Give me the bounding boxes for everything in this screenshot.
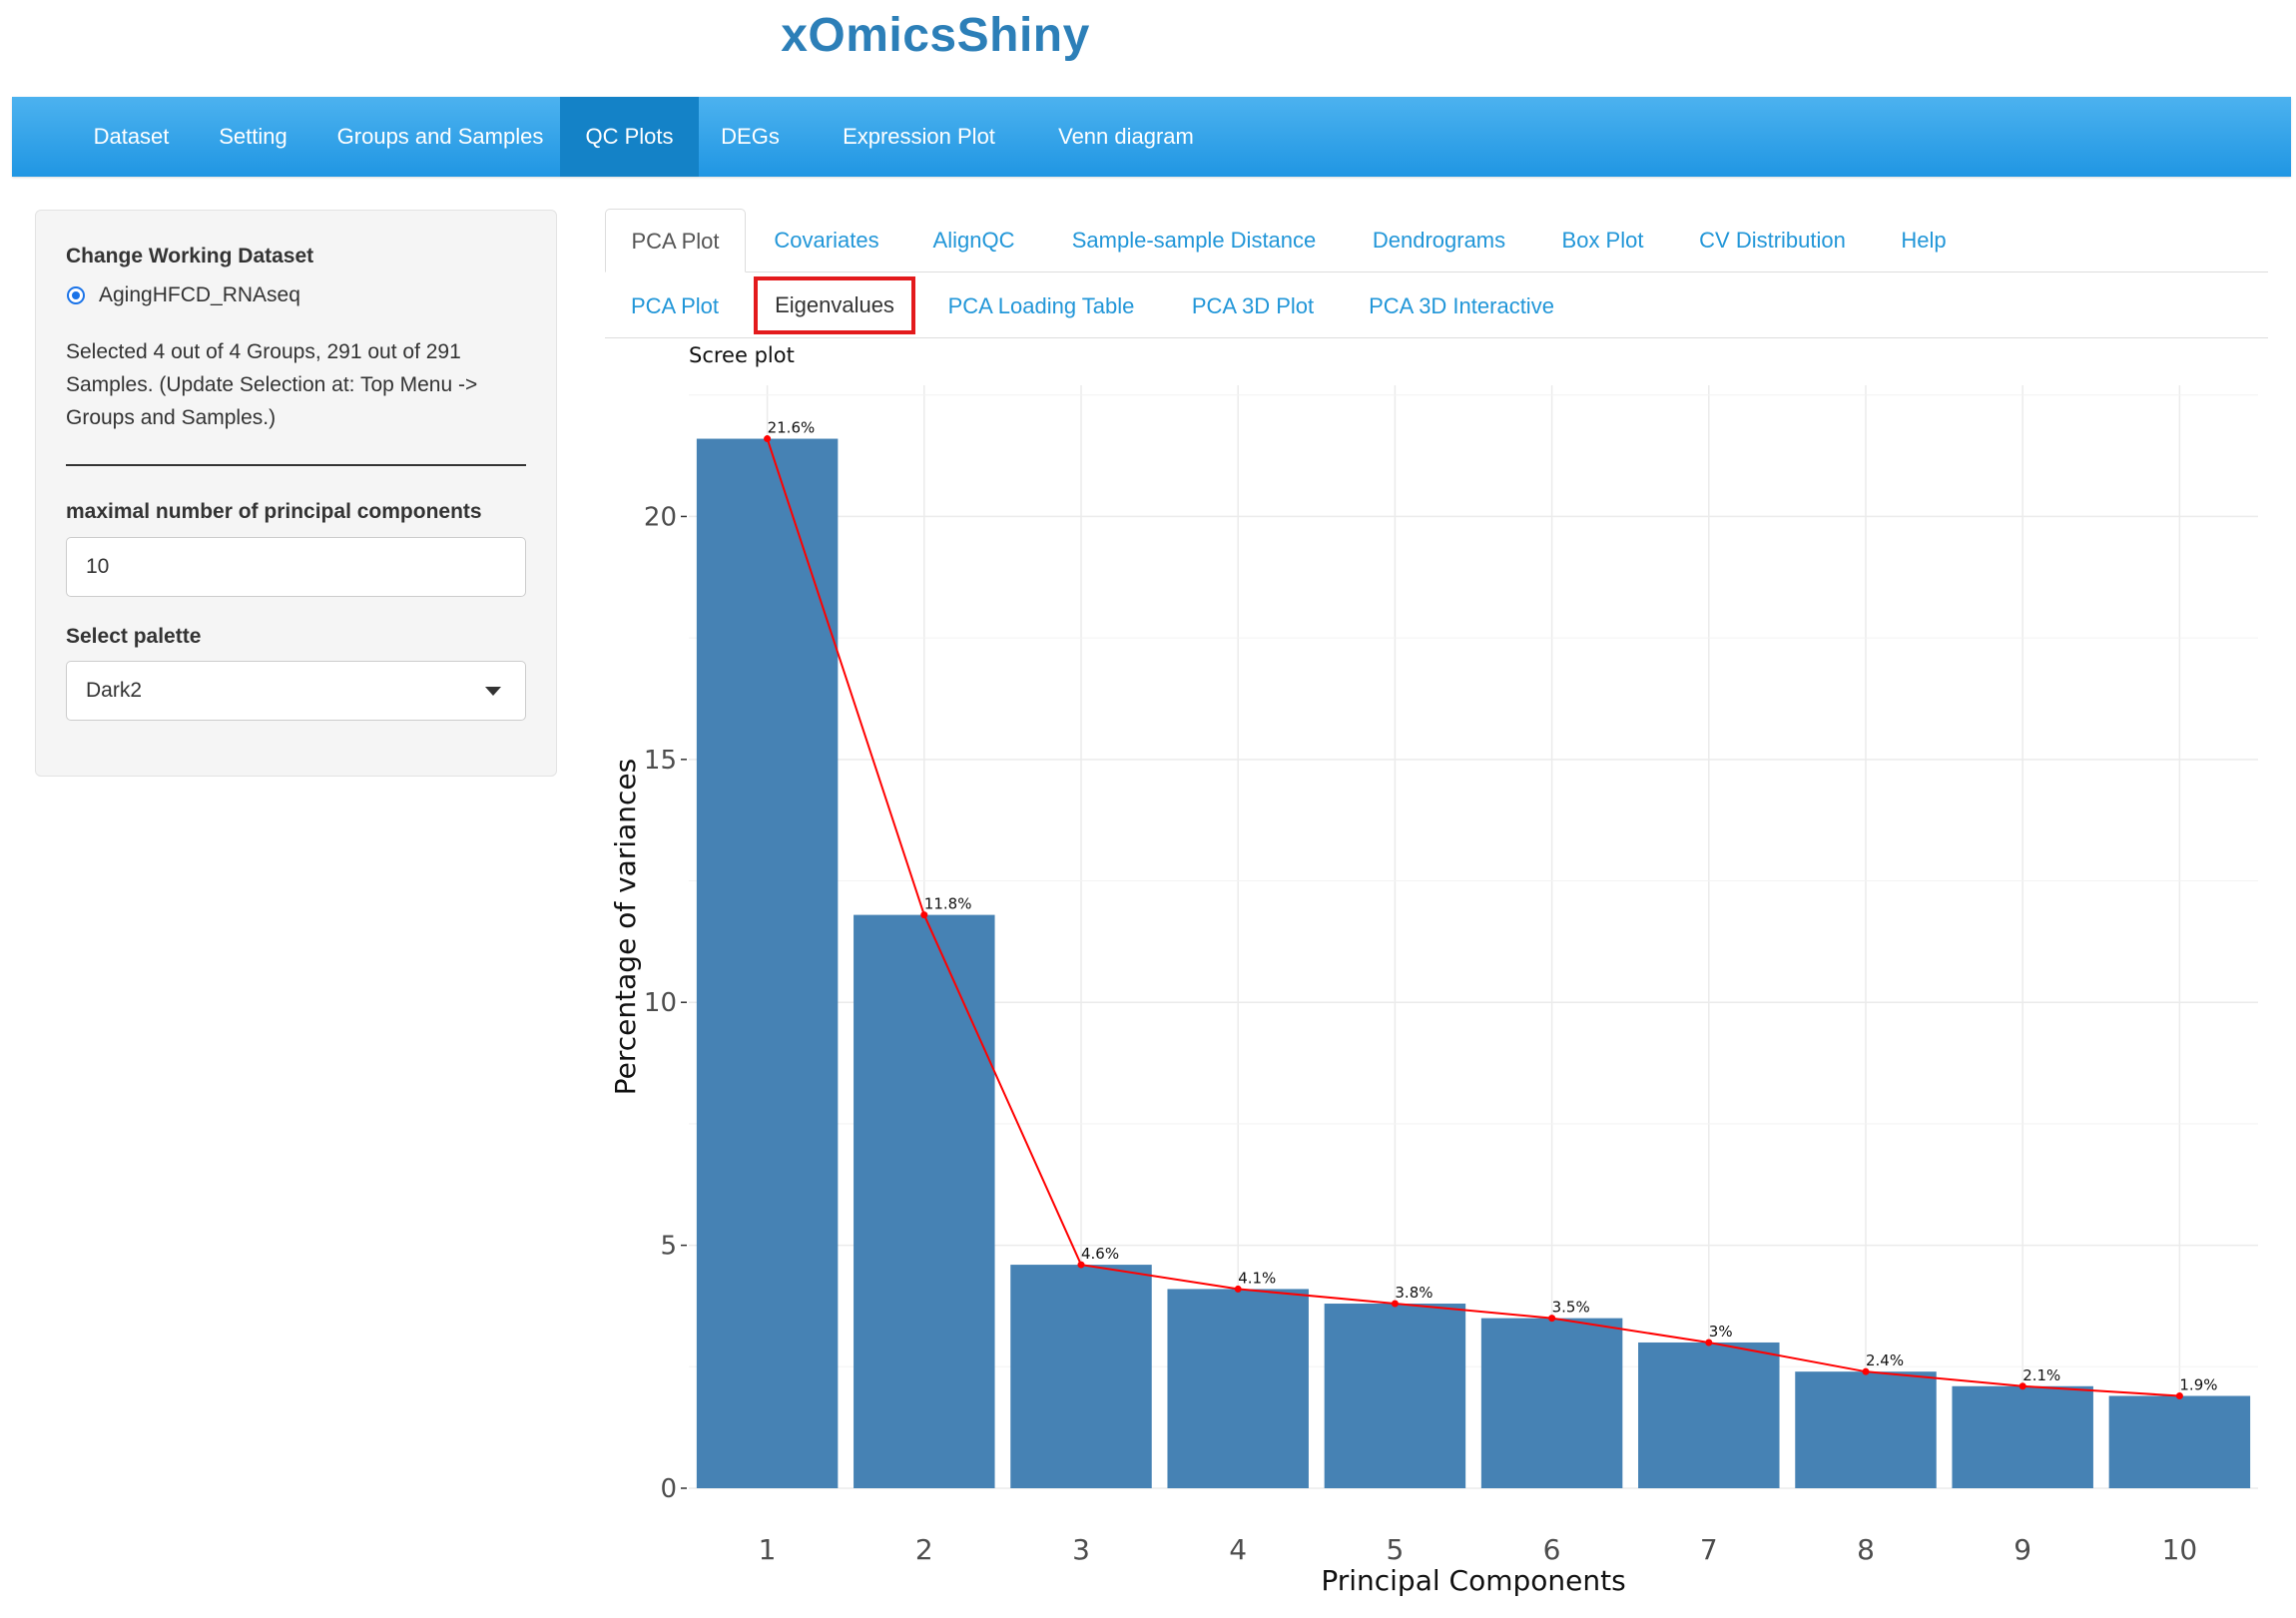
- dataset-radio[interactable]: [67, 286, 85, 304]
- tab-pca-plot[interactable]: PCA Plot: [605, 209, 746, 272]
- data-label-4: 4.1%: [1238, 1269, 1276, 1287]
- point-10: [2175, 1392, 2183, 1400]
- bar-2: [854, 914, 995, 1488]
- sidebar-divider: [66, 464, 526, 466]
- data-label-8: 2.4%: [1866, 1351, 1904, 1369]
- subtab-eigenvalues[interactable]: Eigenvalues: [754, 276, 915, 334]
- point-9: [2018, 1382, 2026, 1390]
- selection-summary-line1: Selected 4 out of 4 Groups, 291 out of 2…: [66, 340, 461, 363]
- chart-title: Scree plot: [689, 343, 795, 367]
- y-tick-label: 20: [644, 502, 677, 532]
- bar-1: [696, 438, 839, 1488]
- x-tick-label: 3: [1072, 1533, 1090, 1566]
- subtab-pca-plot[interactable]: PCA Plot: [630, 293, 720, 318]
- y-axis-title: Percentage of variances: [609, 759, 642, 1095]
- point-7: [1705, 1339, 1713, 1347]
- data-label-1: 21.6%: [768, 419, 816, 437]
- sub-tabs-divider: [605, 337, 2268, 338]
- x-tick-label: 2: [915, 1533, 933, 1566]
- bar-5: [1324, 1304, 1466, 1488]
- bar-4: [1167, 1289, 1309, 1488]
- x-tick-label: 9: [2013, 1533, 2031, 1566]
- app-title: xOmicsShiny: [781, 9, 1090, 62]
- nav-qc-plots[interactable]: QC Plots: [560, 97, 699, 177]
- x-axis-title: Principal Components: [1321, 1564, 1625, 1597]
- sidebar-panel: Change Working Dataset AgingHFCD_RNAseq …: [35, 210, 557, 777]
- tab-help[interactable]: Help: [1901, 228, 1947, 253]
- palette-selected-value: Dark2: [86, 679, 143, 702]
- subtab-pca-3d-interactive[interactable]: PCA 3D Interactive: [1369, 293, 1554, 318]
- subtab-pca-loading-table[interactable]: PCA Loading Table: [947, 293, 1135, 318]
- tab-alignqc[interactable]: AlignQC: [932, 228, 1015, 253]
- scree-plot-chart: 21.6% 11.8% 4.6% 4.1% 3.8% 3.5% 3% 2.4% 2.1% 1.9%…: [605, 339, 2268, 1613]
- x-tick-label: 7: [1700, 1533, 1718, 1566]
- data-label-9: 2.1%: [2022, 1366, 2060, 1384]
- data-label-10: 1.9%: [2179, 1376, 2217, 1394]
- point-3: [1077, 1261, 1085, 1269]
- point-1: [764, 435, 772, 443]
- scree-plot-svg: 21.6% 11.8% 4.6% 4.1% 3.8% 3.5% 3% 2.4% 2.1% 1.9%…: [609, 343, 2258, 1597]
- dataset-heading: Change Working Dataset: [66, 245, 314, 268]
- data-label-2: 11.8%: [924, 895, 972, 913]
- point-8: [1862, 1367, 1870, 1375]
- bar-3: [1010, 1265, 1152, 1488]
- max-pc-input[interactable]: 10: [66, 537, 526, 597]
- y-tick-label: 10: [644, 988, 677, 1018]
- data-label-3: 4.6%: [1081, 1245, 1119, 1263]
- main-tabs-divider: [605, 271, 2268, 272]
- dataset-option-label[interactable]: AgingHFCD_RNAseq: [99, 283, 300, 306]
- nav-setting[interactable]: Setting: [219, 124, 287, 149]
- data-label-7: 3%: [1709, 1323, 1733, 1341]
- tab-sample-sample-distance[interactable]: Sample-sample Distance: [1071, 228, 1317, 253]
- nav-dataset[interactable]: Dataset: [93, 124, 170, 149]
- y-tick-label: 5: [660, 1232, 677, 1262]
- x-tick-label: 1: [759, 1533, 777, 1566]
- selection-summary-line2: Samples. (Update Selection at: Top Menu …: [66, 373, 478, 396]
- bar-6: [1480, 1318, 1623, 1488]
- x-tick-label: 5: [1386, 1533, 1404, 1566]
- nav-expression-plot[interactable]: Expression Plot: [843, 124, 995, 149]
- bar-7: [1638, 1342, 1780, 1488]
- point-4: [1234, 1285, 1242, 1293]
- tab-box-plot[interactable]: Box Plot: [1561, 228, 1644, 253]
- point-2: [920, 911, 928, 919]
- top-navbar: Dataset Setting Groups and Samples QC Pl…: [12, 97, 2291, 177]
- x-tick-label: 8: [1857, 1533, 1875, 1566]
- subtab-pca-3d-plot[interactable]: PCA 3D Plot: [1191, 293, 1315, 318]
- y-tick-label: 15: [644, 746, 677, 776]
- bar-8: [1795, 1371, 1937, 1488]
- tab-cv-distribution[interactable]: CV Distribution: [1699, 228, 1846, 253]
- palette-select[interactable]: Dark2: [66, 661, 526, 721]
- selection-summary-line3: Groups and Samples.): [66, 406, 277, 429]
- x-tick-label: 6: [1543, 1533, 1561, 1566]
- point-6: [1548, 1315, 1556, 1323]
- max-pc-label: maximal number of principal components: [66, 500, 482, 523]
- nav-groups-and-samples[interactable]: Groups and Samples: [336, 124, 544, 149]
- x-tick-label: 10: [2162, 1533, 2198, 1566]
- data-label-5: 3.8%: [1395, 1284, 1433, 1302]
- chevron-down-icon: [485, 687, 501, 696]
- tab-dendrograms[interactable]: Dendrograms: [1372, 228, 1506, 253]
- x-tick-label: 4: [1229, 1533, 1247, 1566]
- palette-label: Select palette: [66, 625, 202, 648]
- data-label-6: 3.5%: [1552, 1299, 1590, 1317]
- tab-covariates[interactable]: Covariates: [774, 228, 879, 253]
- nav-degs[interactable]: DEGs: [721, 124, 780, 149]
- bar-10: [2108, 1395, 2251, 1488]
- variance-line: [766, 438, 2180, 1397]
- point-5: [1391, 1300, 1399, 1308]
- bar-9: [1952, 1385, 2093, 1488]
- nav-venn-diagram[interactable]: Venn diagram: [1058, 124, 1194, 149]
- y-tick-label: 0: [660, 1474, 677, 1504]
